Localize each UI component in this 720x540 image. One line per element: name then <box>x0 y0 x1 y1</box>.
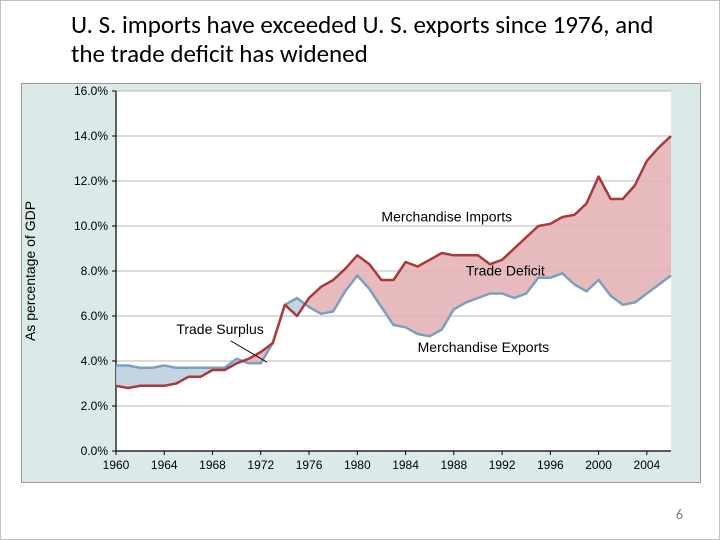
svg-text:1964: 1964 <box>151 458 178 472</box>
trade-deficit-chart: 0.0% 2.0% 4.0% 6.0% 8.0% 10.0% 12.0% 14.0% 16.0%… <box>21 83 701 483</box>
svg-text:2.0%: 2.0% <box>81 399 109 413</box>
svg-text:2004: 2004 <box>634 458 661 472</box>
svg-text:14.0%: 14.0% <box>74 129 108 143</box>
svg-text:Trade Surplus: Trade Surplus <box>176 321 263 337</box>
svg-text:10.0%: 10.0% <box>74 219 108 233</box>
slide-title: U. S. imports have exceeded U. S. export… <box>71 11 679 69</box>
svg-text:Trade Deficit: Trade Deficit <box>466 263 545 279</box>
page-number: 6 <box>676 506 683 523</box>
svg-text:0.0%: 0.0% <box>81 444 109 458</box>
svg-text:1972: 1972 <box>247 458 274 472</box>
svg-text:1976: 1976 <box>296 458 323 472</box>
svg-text:As percentage of GDP: As percentage of GDP <box>22 201 38 341</box>
svg-text:Merchandise Exports: Merchandise Exports <box>418 339 550 355</box>
svg-text:1968: 1968 <box>199 458 226 472</box>
svg-text:1984: 1984 <box>392 458 419 472</box>
svg-text:1960: 1960 <box>103 458 130 472</box>
svg-text:1996: 1996 <box>537 458 564 472</box>
svg-text:Merchandise Imports: Merchandise Imports <box>381 209 512 225</box>
svg-text:1980: 1980 <box>344 458 371 472</box>
svg-text:2000: 2000 <box>585 458 612 472</box>
svg-text:16.0%: 16.0% <box>74 84 108 98</box>
svg-text:6.0%: 6.0% <box>81 309 109 323</box>
svg-text:4.0%: 4.0% <box>81 354 109 368</box>
svg-text:1992: 1992 <box>489 458 516 472</box>
svg-text:8.0%: 8.0% <box>81 264 109 278</box>
svg-text:1988: 1988 <box>440 458 467 472</box>
svg-text:12.0%: 12.0% <box>74 174 108 188</box>
